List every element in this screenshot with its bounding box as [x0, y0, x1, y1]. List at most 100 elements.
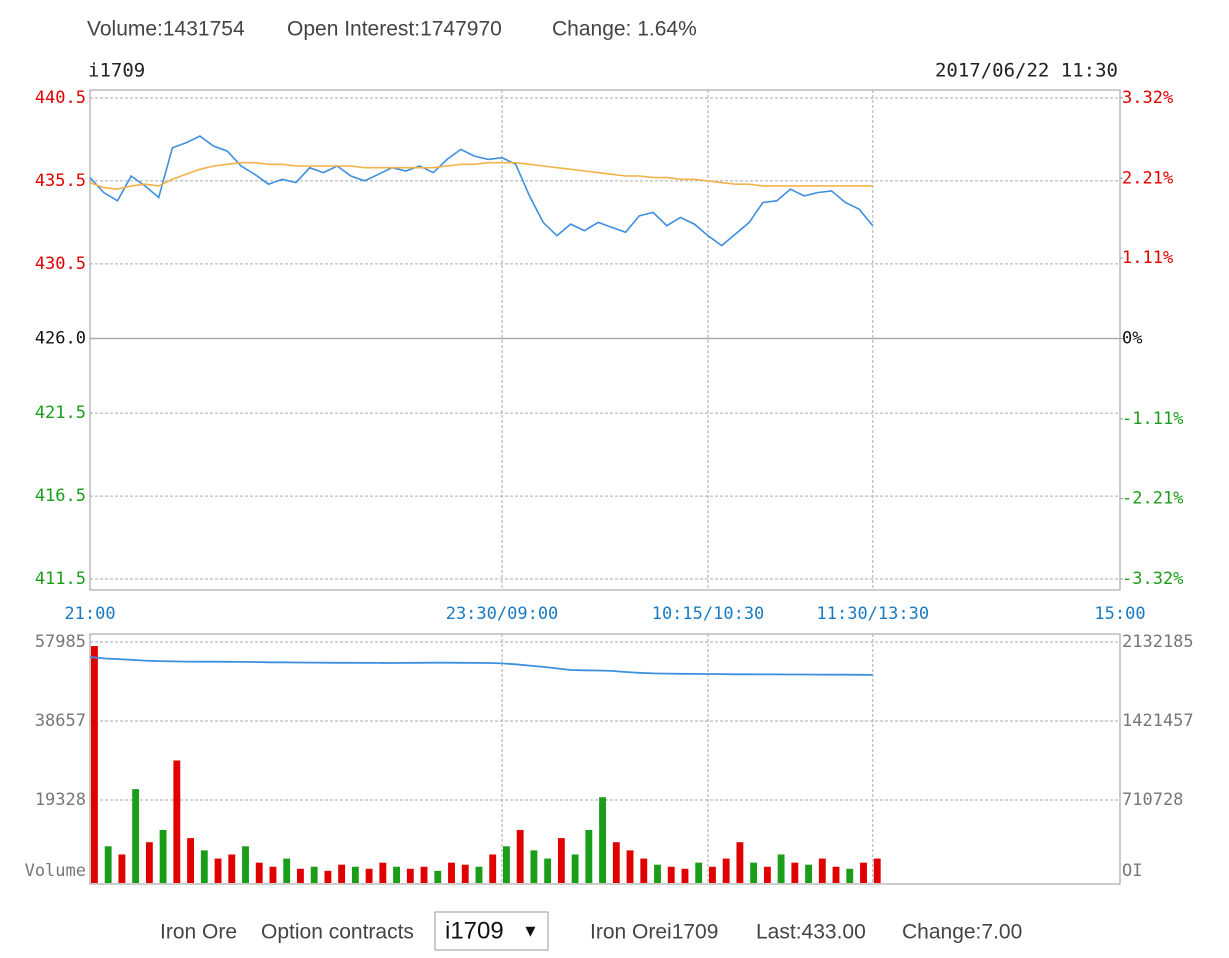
- y-tick-label: 430.5: [35, 254, 86, 274]
- volume-bar: [297, 868, 304, 883]
- volume-bar: [351, 866, 359, 883]
- volume-bar: [406, 868, 414, 883]
- volume-bar: [695, 862, 703, 883]
- y2-tick-label: 0%: [1122, 329, 1142, 349]
- y2-tick-label: 2.21%: [1122, 168, 1173, 188]
- y2-tick-label: 3.32%: [1122, 88, 1173, 108]
- volume-bar: [173, 760, 181, 883]
- volume-bar: [159, 829, 167, 883]
- volume-bar: [200, 850, 208, 883]
- y-tick-label: 57985: [35, 632, 86, 652]
- contract-select[interactable]: i1709 ▼: [434, 911, 549, 951]
- volume-bar: [214, 858, 222, 883]
- volume-bar: [626, 850, 634, 883]
- volume-bar: [310, 866, 318, 883]
- y-tick-label: 440.5: [35, 88, 86, 108]
- volume-bar: [722, 858, 730, 883]
- volume-bar: [557, 838, 565, 883]
- volume-bar: [791, 862, 799, 883]
- plots: 440.5 435.5 430.5 426.0 421.5 416.5 411.5 3.32%…: [25, 88, 1194, 884]
- volume-bar: [228, 854, 236, 883]
- volume-frame: [89, 633, 1121, 885]
- x-tick-label: 11:30/13:30: [817, 604, 930, 624]
- chart-title: i1709: [88, 60, 145, 82]
- y-tick-label: 416.5: [35, 486, 86, 506]
- volume-bar: [805, 864, 812, 883]
- y-tick-label: 426.0: [35, 329, 86, 349]
- price-line: [89, 135, 874, 247]
- y-tick-label: 19328: [35, 790, 86, 810]
- volume-bar: [873, 858, 881, 883]
- volume-bar: [818, 858, 826, 883]
- y-tick-label: 38657: [35, 711, 86, 731]
- volume-bar: [255, 862, 263, 883]
- x-tick-label: 10:15/10:30: [652, 604, 765, 624]
- y-tick-label: 421.5: [35, 403, 86, 423]
- volume-bar: [503, 846, 510, 883]
- y2-tick-label: 2132185: [1122, 632, 1194, 652]
- volume-bar: [475, 866, 483, 883]
- y2-axis-label: OI: [1122, 861, 1142, 881]
- change-info: Change: 1.64%: [552, 18, 697, 41]
- contract-name: Iron Orei1709: [590, 921, 718, 944]
- product-label: Iron Ore: [160, 921, 237, 944]
- volume-bar: [860, 862, 867, 883]
- volume-bar: [242, 846, 249, 883]
- volume-bar: [750, 862, 758, 883]
- volume-bar: [338, 864, 346, 883]
- volume-bar: [461, 864, 469, 883]
- change: Change:7.00: [902, 921, 1022, 944]
- volume-bar: [846, 868, 854, 883]
- volume-bar: [530, 850, 538, 883]
- volume-info: Volume:1431754: [87, 18, 245, 41]
- volume-bar: [777, 854, 785, 883]
- volume-bar: [434, 870, 442, 883]
- volume-bar: [736, 842, 744, 883]
- volume-bar: [654, 864, 661, 883]
- last-price: Last:433.00: [756, 921, 866, 944]
- select-value[interactable]: i1709: [445, 917, 504, 944]
- y-tick-label: 435.5: [35, 171, 86, 191]
- volume-bar: [612, 842, 620, 883]
- volume-bar: [324, 870, 332, 883]
- volume-bar: [379, 862, 387, 883]
- oi-info: Open Interest:1747970: [287, 18, 502, 41]
- volume-bar: [187, 838, 194, 883]
- y-axis-label: Volume: [25, 861, 86, 881]
- select-box[interactable]: [434, 911, 549, 951]
- chart-subtitle: 2017/06/22 11:30: [935, 60, 1118, 82]
- select-arrow[interactable]: ▼: [522, 921, 539, 940]
- y-tick-label: 411.5: [35, 569, 86, 589]
- volume-bar: [283, 858, 291, 883]
- y2-tick-label: 1421457: [1122, 711, 1194, 731]
- volume-bar: [489, 854, 497, 883]
- x-tick-label: 23:30/09:00: [446, 604, 559, 624]
- price-frame: [89, 89, 1121, 591]
- volume-bar: [393, 866, 400, 883]
- volume-bar: [544, 858, 552, 883]
- volume-bar: [667, 866, 675, 883]
- volume-bar: [420, 866, 428, 883]
- volume-bar: [104, 846, 112, 883]
- volume-bar: [571, 854, 579, 883]
- volume-bar: [763, 866, 771, 883]
- volume-bar: [832, 866, 840, 883]
- option-label: Option contracts: [261, 921, 414, 944]
- x-tick-label: 21:00: [64, 604, 115, 624]
- y2-tick-label: -1.11%: [1122, 409, 1183, 429]
- x-tick-label: 15:00: [1094, 604, 1145, 624]
- volume-bar: [365, 868, 373, 883]
- y2-tick-label: -2.21%: [1122, 489, 1183, 509]
- y2-tick-label: 1.11%: [1122, 248, 1173, 268]
- volume-bar: [585, 829, 593, 883]
- volume-bar: [91, 646, 98, 883]
- volume-bar: [599, 797, 606, 883]
- volume-bar: [269, 866, 277, 883]
- volume-bar: [145, 842, 153, 883]
- volume-bar: [640, 858, 648, 883]
- y2-tick-label: 710728: [1122, 790, 1183, 810]
- oi-line: [89, 656, 873, 676]
- volume-bar: [709, 866, 716, 883]
